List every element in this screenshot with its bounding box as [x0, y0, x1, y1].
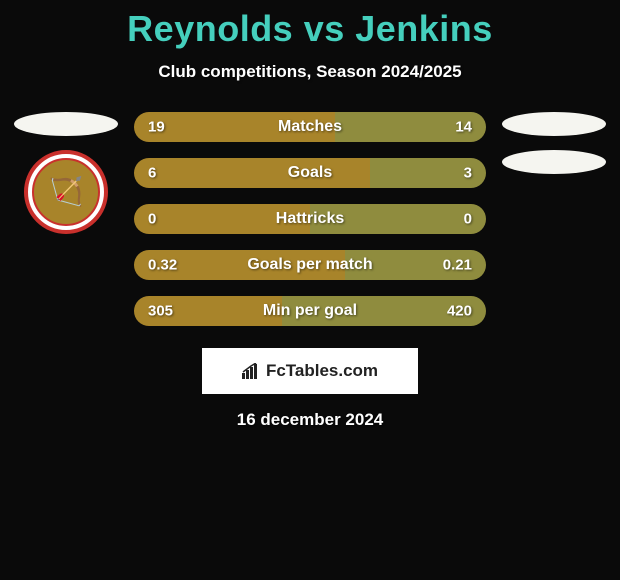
branding-text: FcTables.com: [266, 361, 378, 381]
bar-left-fill: [134, 158, 370, 188]
archer-icon: 🏹: [49, 178, 84, 206]
date-text: 16 december 2024: [0, 410, 620, 430]
left-player-ellipse: [14, 112, 118, 136]
comparison-card: Reynolds vs Jenkins Club competitions, S…: [0, 0, 620, 580]
stat-row: 305 420 Min per goal: [134, 296, 486, 326]
bar-label: Hattricks: [276, 210, 344, 228]
bar-left-value: 6: [148, 165, 156, 182]
bar-left-value: 0.32: [148, 257, 177, 274]
bar-right-value: 3: [464, 165, 472, 182]
stat-row: 0 0 Hattricks: [134, 204, 486, 234]
branding-badge: FcTables.com: [202, 348, 418, 394]
left-club-crest: 🏹: [24, 150, 108, 234]
bar-left-value: 19: [148, 119, 165, 136]
bar-label: Matches: [278, 118, 342, 136]
stat-row: 19 14 Matches: [134, 112, 486, 142]
bar-right-value: 0.21: [443, 257, 472, 274]
bar-label: Goals per match: [247, 256, 372, 274]
bar-right-value: 14: [455, 119, 472, 136]
right-club-ellipse: [502, 150, 606, 174]
right-side: [494, 112, 614, 174]
page-title: Reynolds vs Jenkins: [0, 0, 620, 50]
crest-inner: 🏹: [32, 158, 100, 226]
bar-left-value: 0: [148, 211, 156, 228]
bar-right-value: 0: [464, 211, 472, 228]
subtitle: Club competitions, Season 2024/2025: [0, 62, 620, 82]
stat-row: 6 3 Goals: [134, 158, 486, 188]
left-side: 🏹: [6, 112, 126, 234]
bar-left-value: 305: [148, 303, 173, 320]
bar-label: Goals: [288, 164, 332, 182]
content-row: 🏹 19 14 Matches 6 3 Goals 0 0 Hattricks 0.32 0.21 G…: [0, 112, 620, 326]
chart-icon: [242, 363, 262, 379]
right-player-ellipse: [502, 112, 606, 136]
bar-label: Min per goal: [263, 302, 357, 320]
stat-row: 0.32 0.21 Goals per match: [134, 250, 486, 280]
bar-right-value: 420: [447, 303, 472, 320]
stat-bars: 19 14 Matches 6 3 Goals 0 0 Hattricks 0.32 0.21 Goa…: [126, 112, 494, 326]
